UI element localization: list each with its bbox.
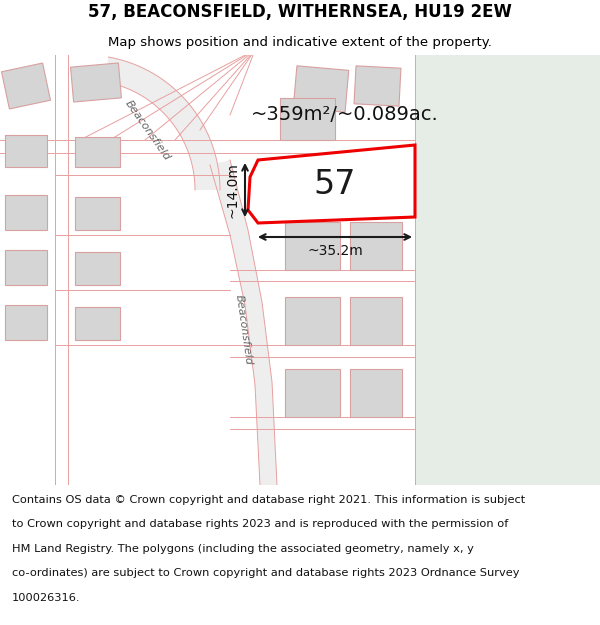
Text: Map shows position and indicative extent of the property.: Map shows position and indicative extent… (108, 36, 492, 49)
Text: HM Land Registry. The polygons (including the associated geometry, namely x, y: HM Land Registry. The polygons (includin… (12, 544, 474, 554)
Text: to Crown copyright and database rights 2023 and is reproduced with the permissio: to Crown copyright and database rights 2… (12, 519, 508, 529)
Polygon shape (75, 307, 120, 340)
Text: ~35.2m: ~35.2m (307, 244, 363, 258)
Text: Beaconsfield: Beaconsfield (234, 294, 254, 366)
Polygon shape (285, 297, 340, 345)
Polygon shape (280, 98, 335, 140)
Polygon shape (350, 369, 402, 417)
Polygon shape (75, 197, 120, 230)
Polygon shape (5, 135, 47, 167)
Polygon shape (5, 195, 47, 230)
Polygon shape (75, 137, 120, 167)
Polygon shape (75, 252, 120, 285)
Text: Beaconsfield: Beaconsfield (124, 98, 172, 162)
Polygon shape (415, 55, 600, 485)
Text: 100026316.: 100026316. (12, 592, 80, 602)
Polygon shape (285, 369, 340, 417)
Polygon shape (5, 305, 47, 340)
Polygon shape (285, 222, 340, 270)
Polygon shape (104, 57, 220, 190)
Text: Contains OS data © Crown copyright and database right 2021. This information is : Contains OS data © Crown copyright and d… (12, 495, 525, 505)
Text: ~359m²/~0.089ac.: ~359m²/~0.089ac. (251, 106, 439, 124)
Polygon shape (2, 63, 50, 109)
Text: 57: 57 (314, 169, 356, 201)
Polygon shape (248, 145, 415, 223)
Polygon shape (71, 63, 121, 102)
Polygon shape (293, 66, 349, 112)
Polygon shape (350, 297, 402, 345)
Polygon shape (354, 66, 401, 106)
Text: co-ordinates) are subject to Crown copyright and database rights 2023 Ordnance S: co-ordinates) are subject to Crown copyr… (12, 568, 520, 578)
Polygon shape (5, 250, 47, 285)
Polygon shape (350, 222, 402, 270)
Text: 57, BEACONSFIELD, WITHERNSEA, HU19 2EW: 57, BEACONSFIELD, WITHERNSEA, HU19 2EW (88, 3, 512, 21)
Polygon shape (210, 160, 277, 485)
Text: ~14.0m: ~14.0m (225, 162, 239, 218)
